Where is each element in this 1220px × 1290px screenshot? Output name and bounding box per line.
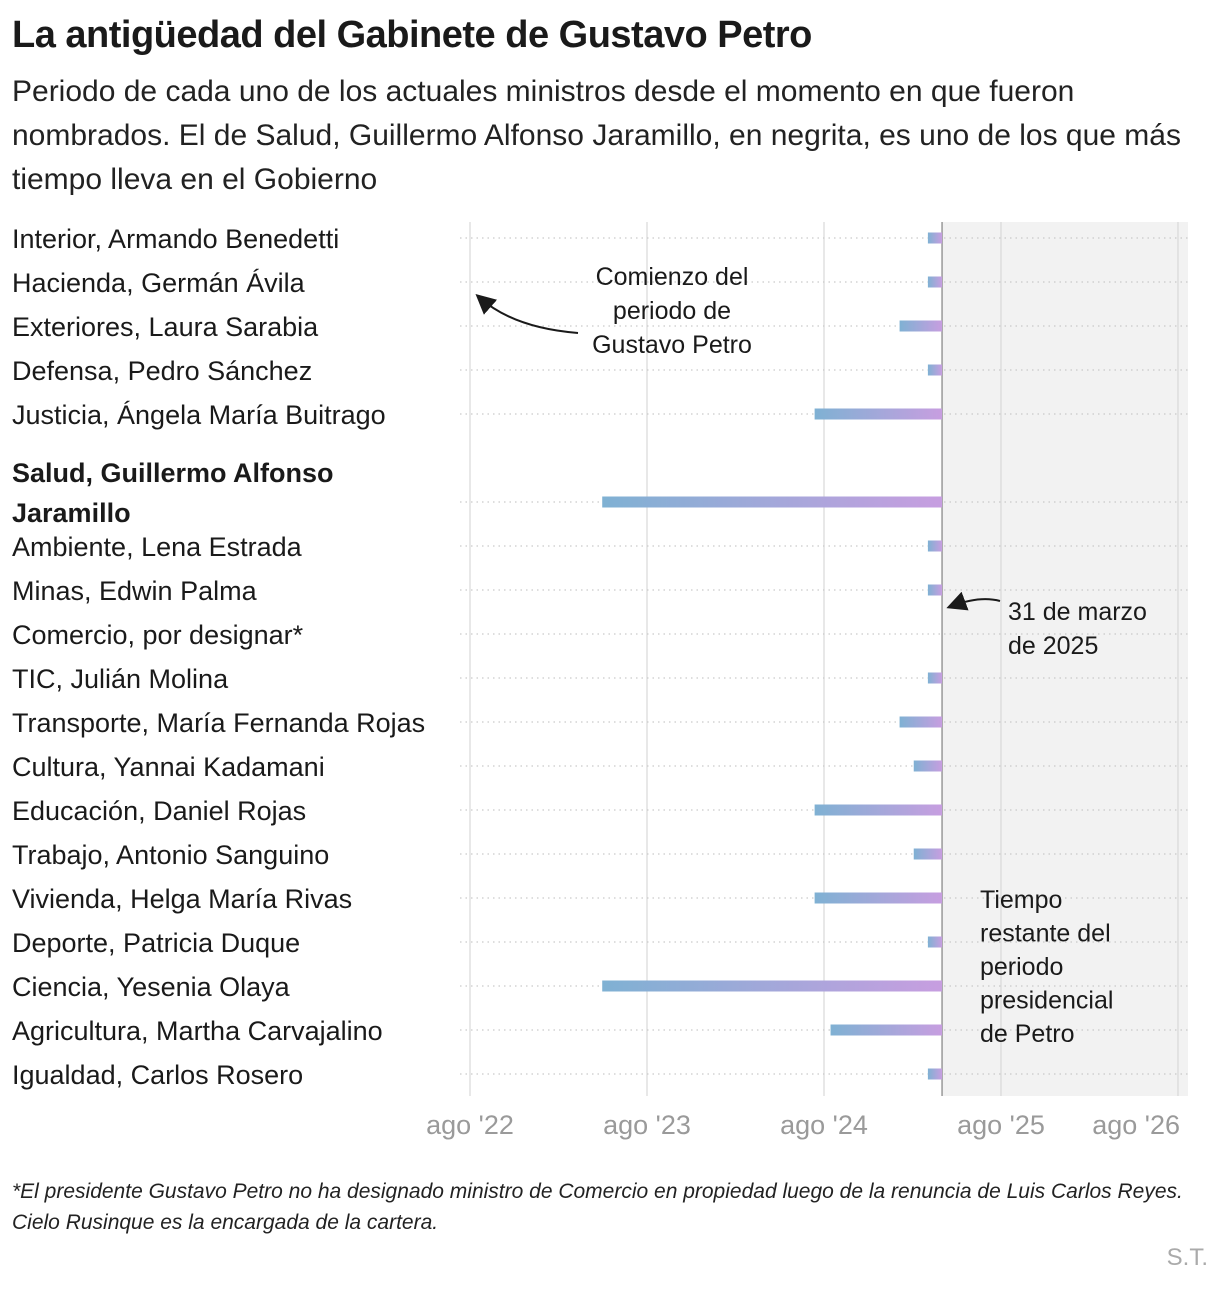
tenure-bar (913, 760, 943, 772)
tenure-bar (927, 672, 943, 684)
tenure-bar (899, 716, 943, 728)
minister-label: Transporte, María Fernanda Rojas (12, 708, 425, 738)
tenure-bar (927, 936, 943, 948)
x-tick-label: ago '25 (957, 1110, 1045, 1140)
tenure-bar (927, 232, 943, 244)
reference-date-annotation: 31 de marzo de 2025 (1008, 598, 1147, 660)
minister-label: Exteriores, Laura Sarabia (12, 312, 319, 342)
tenure-bar (814, 892, 943, 904)
x-tick-label: ago '23 (603, 1110, 691, 1140)
tenure-bar (927, 540, 943, 552)
x-tick-label: ago '22 (426, 1110, 514, 1140)
x-tick-label: ago '24 (780, 1110, 868, 1140)
footnote: *El presidente Gustavo Petro no ha desig… (12, 1180, 1183, 1234)
period-start-arrow (475, 294, 579, 334)
minister-label: Minas, Edwin Palma (12, 576, 258, 606)
minister-label: Trabajo, Antonio Sanguino (12, 840, 329, 870)
tenure-bar (830, 1024, 943, 1036)
period-start-annotation: Comienzo del periodo de Gustavo Petro (592, 263, 752, 359)
tenure-bar (927, 276, 943, 288)
minister-label: Salud, Guillermo Alfonso (12, 458, 334, 488)
minister-label: Educación, Daniel Rojas (12, 796, 306, 826)
minister-label: Vivienda, Helga María Rivas (12, 884, 352, 914)
minister-label: TIC, Julián Molina (12, 664, 229, 694)
minister-label: Defensa, Pedro Sánchez (12, 356, 312, 386)
chart-title: La antigüedad del Gabinete de Gustavo Pe… (12, 14, 812, 56)
tenure-bar (899, 320, 943, 332)
gantt-chart: Interior, Armando Benedetti Hacienda, Ger… (12, 222, 1188, 1140)
x-tick-label: ago '26 (1092, 1110, 1180, 1140)
minister-label: Ciencia, Yesenia Olaya (12, 972, 291, 1002)
tenure-bar (814, 804, 943, 816)
chart-subtitle: Periodo de cada uno de los actuales mini… (12, 75, 1181, 196)
remaining-period-area (942, 222, 1188, 1096)
reference-date-arrow (946, 591, 1001, 611)
tenure-bar (913, 848, 943, 860)
tenure-bar (814, 408, 943, 420)
minister-label: Cultura, Yannai Kadamani (12, 752, 325, 782)
tenure-bar (927, 584, 943, 596)
remaining-period-annotation: Tiempo restante del periodo presidencial de … (980, 886, 1113, 1048)
minister-label: Jaramillo (12, 498, 131, 528)
credit: S.T. (1166, 1244, 1208, 1271)
minister-label: Igualdad, Carlos Rosero (12, 1060, 303, 1090)
minister-label: Deporte, Patricia Duque (12, 928, 300, 958)
tenure-bar (927, 364, 943, 376)
minister-label: Hacienda, Germán Ávila (12, 268, 306, 298)
minister-label: Agricultura, Martha Carvajalino (12, 1016, 383, 1046)
minister-label: Comercio, por designar* (12, 620, 304, 650)
tenure-bar (602, 980, 943, 992)
minister-label: Justicia, Ángela María Buitrago (12, 400, 386, 430)
tenure-bar (927, 1068, 943, 1080)
tenure-bar (602, 496, 943, 508)
minister-label: Ambiente, Lena Estrada (12, 532, 303, 562)
minister-label: Interior, Armando Benedetti (12, 224, 339, 254)
